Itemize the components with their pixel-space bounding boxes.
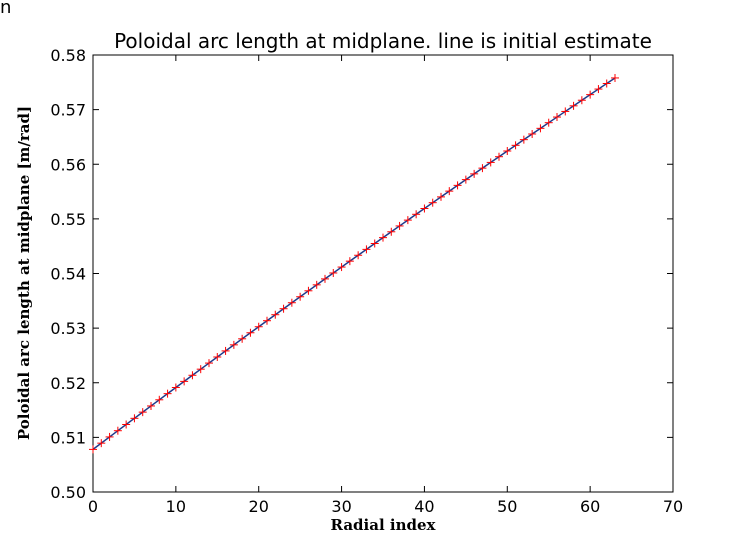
data-point-marker	[254, 322, 263, 331]
data-point-marker	[561, 107, 570, 116]
data-point-marker	[354, 251, 363, 260]
y-tick-label: 0.54	[50, 265, 86, 284]
data-point-marker	[379, 233, 387, 242]
x-tick-label: 70	[663, 497, 683, 516]
data-point-marker	[569, 101, 578, 110]
data-point-marker	[486, 158, 495, 167]
data-point-marker	[461, 175, 470, 184]
x-tick-label: 60	[580, 497, 600, 516]
data-point-marker	[205, 359, 213, 368]
data-point-marker	[387, 227, 396, 236]
data-point-marker	[528, 129, 537, 138]
data-point-marker	[138, 408, 147, 417]
data-point-marker	[478, 164, 487, 173]
x-tick-label: 0	[88, 497, 98, 516]
y-tick-label: 0.50	[50, 483, 86, 502]
data-point-marker	[321, 274, 329, 283]
data-point-marker	[511, 141, 520, 150]
data-point-marker	[403, 216, 412, 225]
data-point-marker	[503, 147, 512, 156]
x-tick-label: 50	[497, 497, 517, 516]
data-point-marker	[611, 73, 619, 82]
y-tick-label: 0.52	[50, 374, 86, 393]
data-point-marker	[312, 280, 321, 289]
data-point-marker	[105, 432, 114, 441]
data-point-marker	[329, 268, 338, 277]
data-point-marker	[304, 286, 313, 295]
corner-glyph: n	[0, 0, 12, 18]
x-axis-label: Radial index	[331, 516, 437, 534]
data-point-marker	[271, 310, 280, 319]
data-point-marker	[586, 90, 595, 99]
y-axis-ticks: 0.50 0.51 0.52 0.53 0.54 0.55 0.56 0.57 0.58	[50, 46, 673, 502]
data-point-marker	[213, 352, 222, 361]
data-point-marker	[279, 304, 288, 313]
data-point-marker	[163, 389, 172, 398]
data-point-marker	[229, 340, 238, 349]
x-tick-label: 10	[166, 497, 186, 516]
data-point-marker	[602, 79, 611, 88]
data-point-marker	[287, 298, 296, 307]
data-point-marker	[130, 414, 139, 423]
data-point-marker	[238, 334, 247, 343]
data-point-marker	[263, 316, 271, 325]
data-point-marker	[89, 445, 97, 454]
data-point-marker	[437, 192, 445, 201]
data-point-marker	[553, 113, 561, 122]
y-tick-label: 0.58	[50, 46, 86, 65]
x-tick-label: 20	[249, 497, 269, 516]
data-point-marker	[519, 135, 528, 144]
data-point-marker	[171, 383, 180, 392]
data-point-marker	[345, 257, 354, 266]
data-point-marker	[428, 198, 437, 207]
y-tick-label: 0.55	[50, 210, 86, 229]
data-point-marker	[495, 152, 503, 161]
data-point-marker	[370, 239, 379, 248]
data-point-marker	[453, 181, 462, 190]
data-point-marker	[221, 346, 230, 355]
x-axis-ticks: 0 10 20 30 40 50 60 70	[88, 55, 683, 516]
data-point-marker	[296, 292, 305, 301]
data-point-marker	[470, 169, 479, 178]
data-point-marker	[445, 187, 454, 196]
y-tick-label: 0.56	[50, 155, 86, 174]
x-tick-label: 30	[331, 497, 351, 516]
data-point-marker	[544, 118, 553, 127]
y-tick-label: 0.51	[50, 428, 86, 447]
data-point-marker	[113, 426, 122, 435]
data-point-marker	[577, 96, 586, 105]
data-point-marker	[395, 221, 404, 230]
data-point-marker	[188, 371, 197, 380]
data-point-marker	[362, 245, 371, 254]
y-tick-label: 0.57	[50, 101, 86, 120]
data-point-marker	[246, 328, 255, 337]
plot-frame	[92, 54, 674, 493]
data-point-marker	[180, 377, 189, 386]
data-point-marker	[196, 365, 205, 374]
data-point-marker	[155, 395, 164, 404]
series-markers	[89, 73, 619, 454]
y-axis-label: Poloidal arc length at midplane [m/rad]	[15, 106, 33, 440]
data-point-marker	[122, 420, 131, 429]
data-point-marker	[147, 401, 155, 410]
y-tick-label: 0.53	[50, 319, 86, 338]
series-layer	[89, 73, 619, 454]
data-point-marker	[97, 439, 106, 448]
x-tick-label: 40	[414, 497, 434, 516]
chart-title: Poloidal arc length at midplane. line is…	[114, 29, 652, 53]
data-point-marker	[412, 210, 421, 219]
series-line	[92, 77, 616, 450]
data-point-marker	[420, 204, 429, 213]
data-point-marker	[536, 124, 545, 133]
data-point-marker	[337, 263, 346, 272]
data-point-marker	[594, 85, 603, 94]
